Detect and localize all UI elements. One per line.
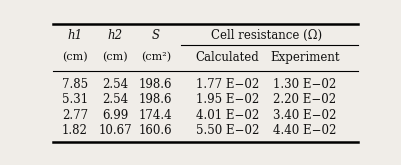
Text: 6.99: 6.99: [102, 109, 128, 122]
Text: 10.67: 10.67: [99, 124, 132, 137]
Text: (cm): (cm): [103, 51, 128, 62]
Text: 160.6: 160.6: [139, 124, 172, 137]
Text: Experiment: Experiment: [270, 51, 340, 64]
Text: 1.82: 1.82: [62, 124, 88, 137]
Text: Calculated: Calculated: [195, 51, 259, 64]
Text: Cell resistance (Ω): Cell resistance (Ω): [211, 29, 322, 42]
Text: 1.77 E−02: 1.77 E−02: [196, 78, 259, 91]
Text: 2.20 E−02: 2.20 E−02: [273, 93, 336, 106]
Text: 5.50 E−02: 5.50 E−02: [196, 124, 259, 137]
Text: 3.40 E−02: 3.40 E−02: [273, 109, 337, 122]
Text: (cm²): (cm²): [141, 51, 171, 62]
Text: 7.85: 7.85: [62, 78, 88, 91]
Text: 5.31: 5.31: [62, 93, 88, 106]
Text: 1.95 E−02: 1.95 E−02: [196, 93, 259, 106]
Text: 1.30 E−02: 1.30 E−02: [273, 78, 336, 91]
Text: 4.40 E−02: 4.40 E−02: [273, 124, 337, 137]
Text: h1: h1: [67, 29, 83, 42]
Text: 198.6: 198.6: [139, 78, 172, 91]
Text: 2.54: 2.54: [102, 93, 128, 106]
Text: 2.77: 2.77: [62, 109, 88, 122]
Text: 2.54: 2.54: [102, 78, 128, 91]
Text: h2: h2: [108, 29, 123, 42]
Text: S: S: [152, 29, 160, 42]
Text: (cm): (cm): [62, 51, 88, 62]
Text: 174.4: 174.4: [139, 109, 172, 122]
Text: 4.01 E−02: 4.01 E−02: [196, 109, 259, 122]
Text: 198.6: 198.6: [139, 93, 172, 106]
